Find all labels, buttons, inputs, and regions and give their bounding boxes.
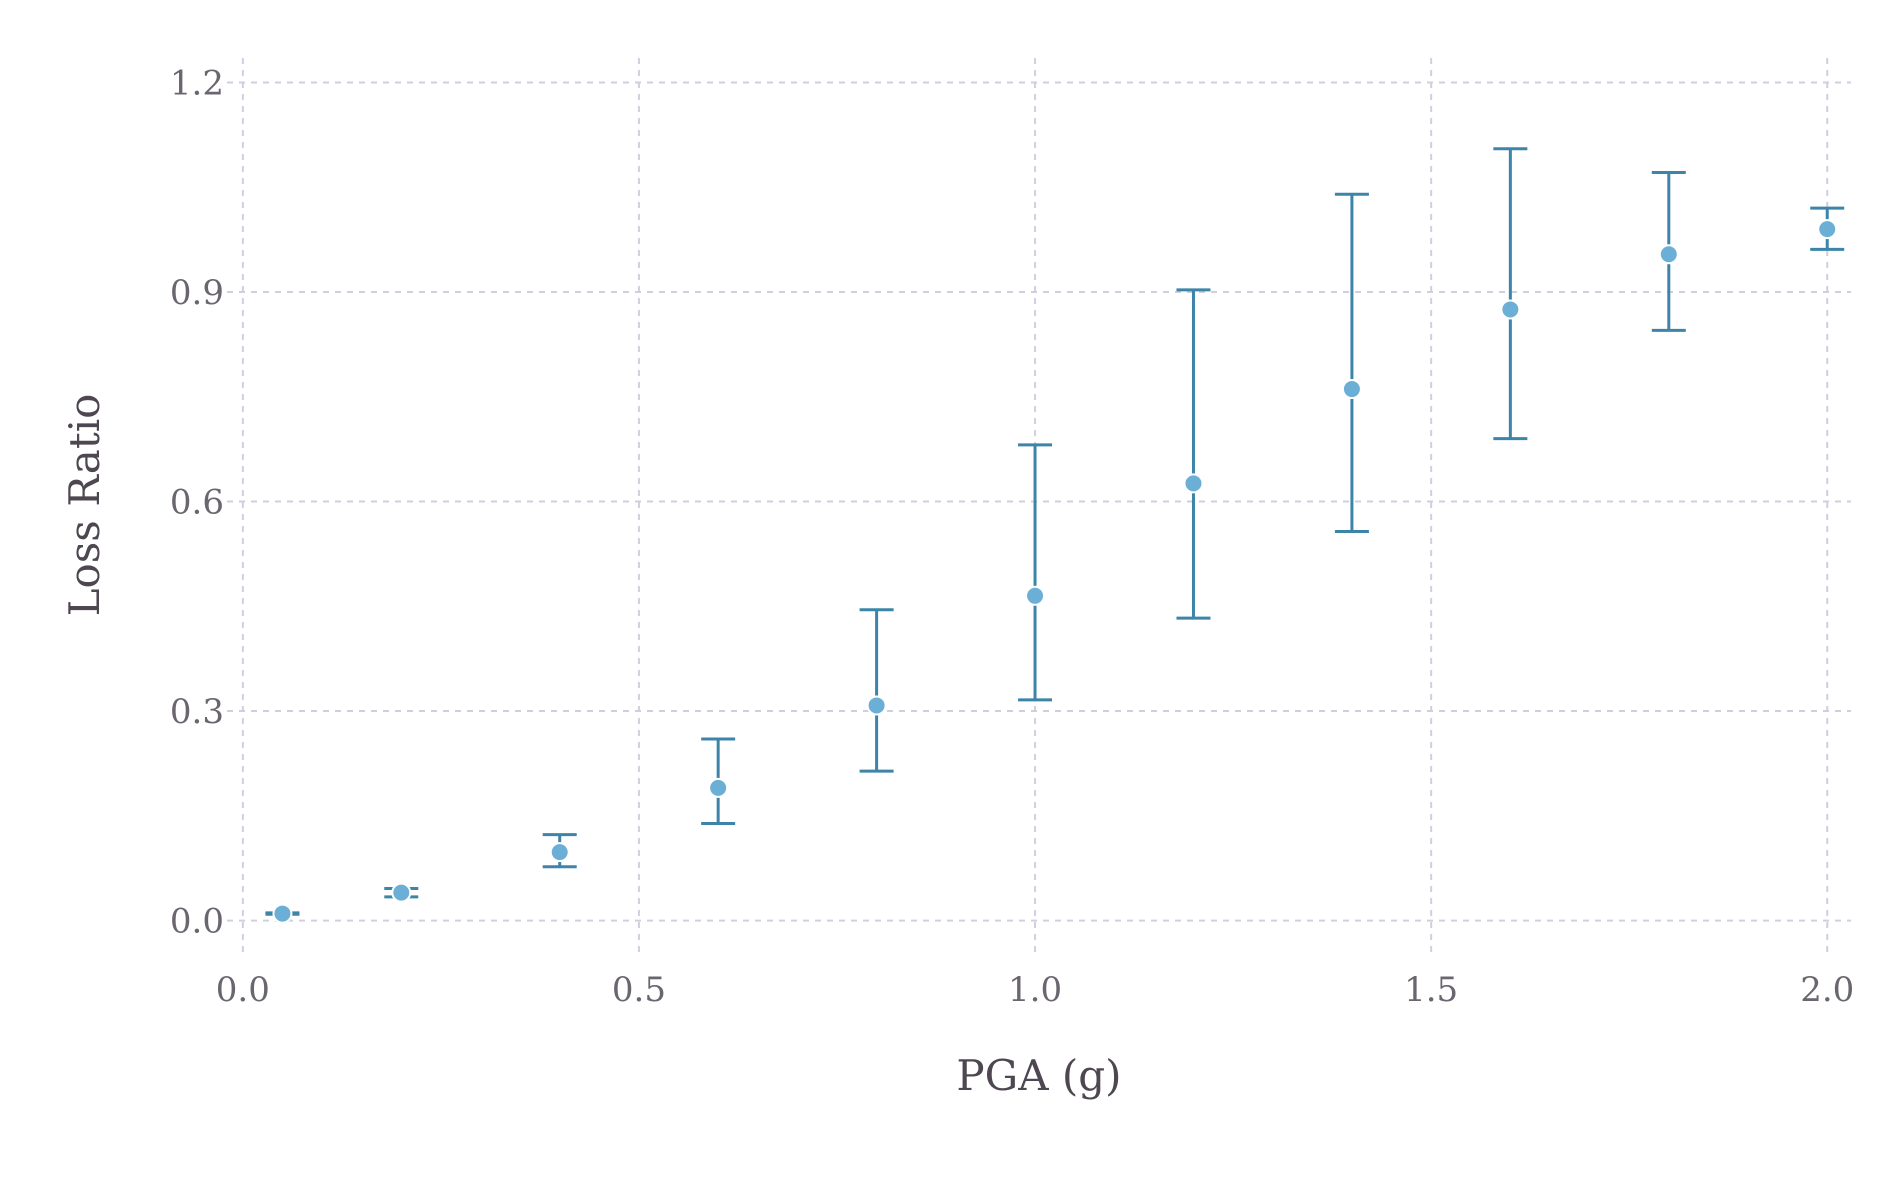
x-tick-label: 0.0	[216, 970, 270, 1010]
point-layer	[272, 219, 1838, 924]
errorbar-layer	[265, 147, 1845, 916]
y-tick-label: 0.6	[170, 483, 224, 523]
data-point	[866, 695, 887, 716]
x-tick-label: 2.0	[1800, 970, 1854, 1010]
y-axis-title: Loss Ratio	[60, 394, 109, 617]
error-bar	[1334, 192, 1369, 534]
x-axis-title: PGA (g)	[956, 1051, 1121, 1100]
data-point	[708, 777, 729, 798]
y-tick-label: 0.3	[170, 692, 224, 732]
data-point	[1817, 219, 1838, 240]
y-tick-label: 1.2	[170, 63, 224, 103]
error-bar	[1493, 147, 1528, 441]
error-bar	[1018, 443, 1053, 702]
data-point	[549, 842, 570, 863]
data-point	[272, 903, 293, 924]
data-point	[1658, 244, 1679, 265]
error-bar	[859, 608, 894, 773]
data-point	[1025, 585, 1046, 606]
y-tick-labels: 0.0 0.3 0.6 0.9 1.2	[170, 63, 224, 941]
y-tick-label: 0.0	[170, 902, 224, 942]
data-point	[1341, 379, 1362, 400]
data-point	[1183, 473, 1204, 494]
y-tick-label: 0.9	[170, 273, 224, 313]
x-tick-label: 0.5	[612, 970, 666, 1010]
x-tick-label: 1.5	[1404, 970, 1458, 1010]
data-point	[391, 882, 412, 903]
grid-layer	[227, 58, 1851, 952]
error-bar	[1176, 288, 1211, 620]
x-tick-label: 1.0	[1008, 970, 1062, 1010]
data-point	[1500, 299, 1521, 320]
x-tick-labels: 0.0 0.5 1.0 1.5 2.0	[216, 970, 1854, 1010]
